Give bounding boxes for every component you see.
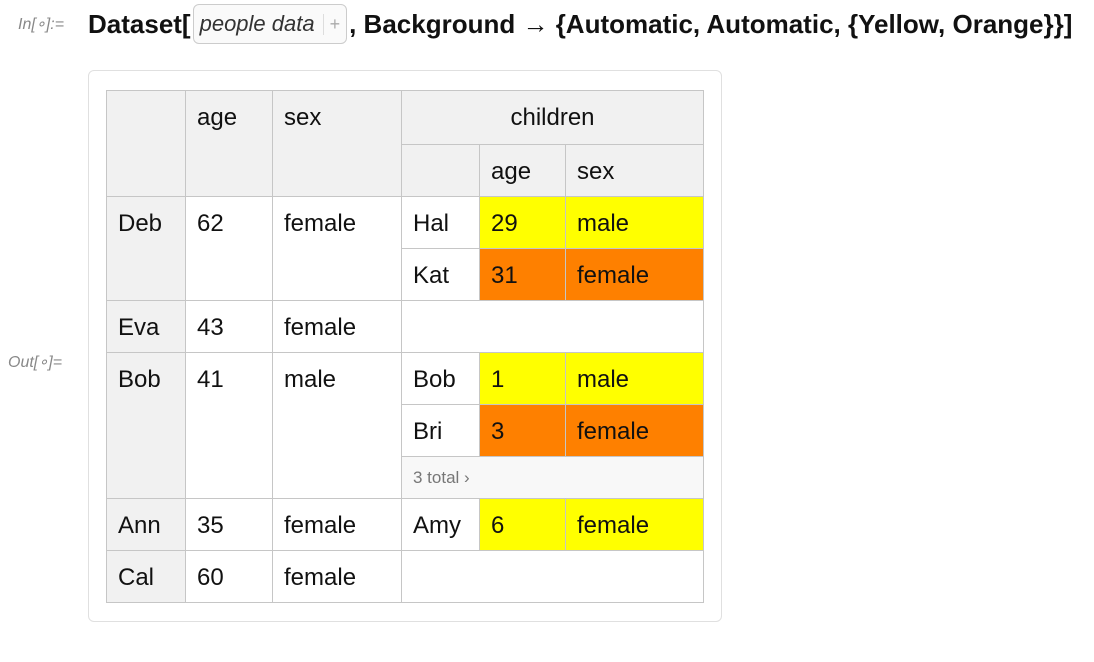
- age-cell: 60: [185, 550, 273, 603]
- child-sex-cell: female: [565, 404, 704, 457]
- age-cell-text: 43: [197, 314, 224, 341]
- child-name-cell: Bri: [401, 404, 480, 457]
- age-cell: 35: [185, 498, 273, 551]
- header-cell: [401, 144, 480, 197]
- child-sex-cell: female: [565, 248, 704, 301]
- child-sex-cell: female: [565, 498, 704, 551]
- sex-cell-text: female: [284, 210, 357, 237]
- input-rest: , Background → {Automatic, Automatic, {Y…: [349, 8, 1073, 39]
- child-age-cell-text: 6: [491, 512, 505, 539]
- child-age-cell-text: 29: [491, 210, 518, 237]
- input-expression[interactable]: Dataset[ people data + , Background → {Au…: [88, 4, 1072, 44]
- row-name-cell-text: Deb: [118, 210, 163, 237]
- child-sex-cell-text: male: [577, 366, 630, 393]
- sex-cell-text: female: [284, 564, 357, 591]
- child-age-cell: 3: [479, 404, 566, 457]
- child-name-cell-text: Bob: [413, 366, 456, 393]
- header-cell-text: age: [197, 104, 238, 131]
- sex-cell: female: [272, 498, 402, 551]
- row-name-cell: Deb: [106, 196, 186, 301]
- output-label: Out[∘]=: [8, 354, 63, 371]
- sex-cell: male: [272, 352, 402, 499]
- child-age-cell: 6: [479, 498, 566, 551]
- child-name-cell-text: Amy: [413, 512, 461, 539]
- child-name-cell: Hal: [401, 196, 480, 249]
- empty-children-cell: [401, 550, 704, 603]
- child-name-cell-text: Bri: [413, 418, 443, 445]
- header-cell: children: [401, 90, 704, 145]
- child-header-cell-text: age: [491, 158, 532, 185]
- child-age-cell-text: 1: [491, 366, 505, 393]
- age-cell-text: 60: [197, 564, 224, 591]
- sex-cell-text: male: [284, 366, 337, 393]
- child-age-cell-text: 3: [491, 418, 505, 445]
- child-name-cell: Amy: [401, 498, 480, 551]
- child-sex-cell-text: male: [577, 210, 630, 237]
- age-cell: 43: [185, 300, 273, 353]
- sex-cell: female: [272, 300, 402, 353]
- child-sex-cell: male: [565, 352, 704, 405]
- age-cell-text: 62: [197, 210, 224, 237]
- header-cell: age: [185, 90, 273, 197]
- child-name-cell: Kat: [401, 248, 480, 301]
- child-sex-cell-text: female: [577, 512, 650, 539]
- child-age-cell: 1: [479, 352, 566, 405]
- row-name-cell-text: Bob: [118, 366, 161, 393]
- row-name-cell: Ann: [106, 498, 186, 551]
- empty-children-cell: [401, 300, 704, 353]
- child-header-cell: sex: [565, 144, 704, 197]
- row-name-cell-text: Cal: [118, 564, 155, 591]
- input-head: Dataset[: [88, 8, 191, 39]
- child-name-cell-text: Kat: [413, 262, 450, 289]
- child-sex-cell-text: female: [577, 418, 650, 445]
- row-name-cell: Cal: [106, 550, 186, 603]
- input-label: In[∘]:=: [18, 16, 65, 33]
- header-cell-text: sex: [284, 104, 322, 131]
- age-cell: 41: [185, 352, 273, 499]
- sex-cell: female: [272, 550, 402, 603]
- placeholder-box[interactable]: people data +: [192, 4, 348, 44]
- child-sex-cell-text: female: [577, 262, 650, 289]
- more-link-text: 3 total ›: [413, 468, 470, 487]
- child-header-cell: age: [479, 144, 566, 197]
- row-name-cell: Eva: [106, 300, 186, 353]
- row-name-cell: Bob: [106, 352, 186, 499]
- corner-cell: [106, 90, 186, 197]
- sex-cell: female: [272, 196, 402, 301]
- child-age-cell-text: 31: [491, 262, 518, 289]
- row-name-cell-text: Ann: [118, 512, 161, 539]
- more-link[interactable]: 3 total ›: [401, 456, 704, 499]
- child-header-cell-text: sex: [577, 158, 615, 185]
- child-age-cell: 29: [479, 196, 566, 249]
- header-cell-text: children: [510, 104, 595, 131]
- placeholder-text: people data: [199, 11, 315, 36]
- sex-cell-text: female: [284, 314, 357, 341]
- child-age-cell: 31: [479, 248, 566, 301]
- child-name-cell-text: Hal: [413, 210, 450, 237]
- row-name-cell-text: Eva: [118, 314, 160, 341]
- age-cell-text: 41: [197, 366, 224, 393]
- sex-cell-text: female: [284, 512, 357, 539]
- age-cell-text: 35: [197, 512, 224, 539]
- age-cell: 62: [185, 196, 273, 301]
- placeholder-icon: +: [322, 13, 340, 35]
- child-name-cell: Bob: [401, 352, 480, 405]
- output-frame: [88, 70, 722, 622]
- header-cell: sex: [272, 90, 402, 197]
- child-sex-cell: male: [565, 196, 704, 249]
